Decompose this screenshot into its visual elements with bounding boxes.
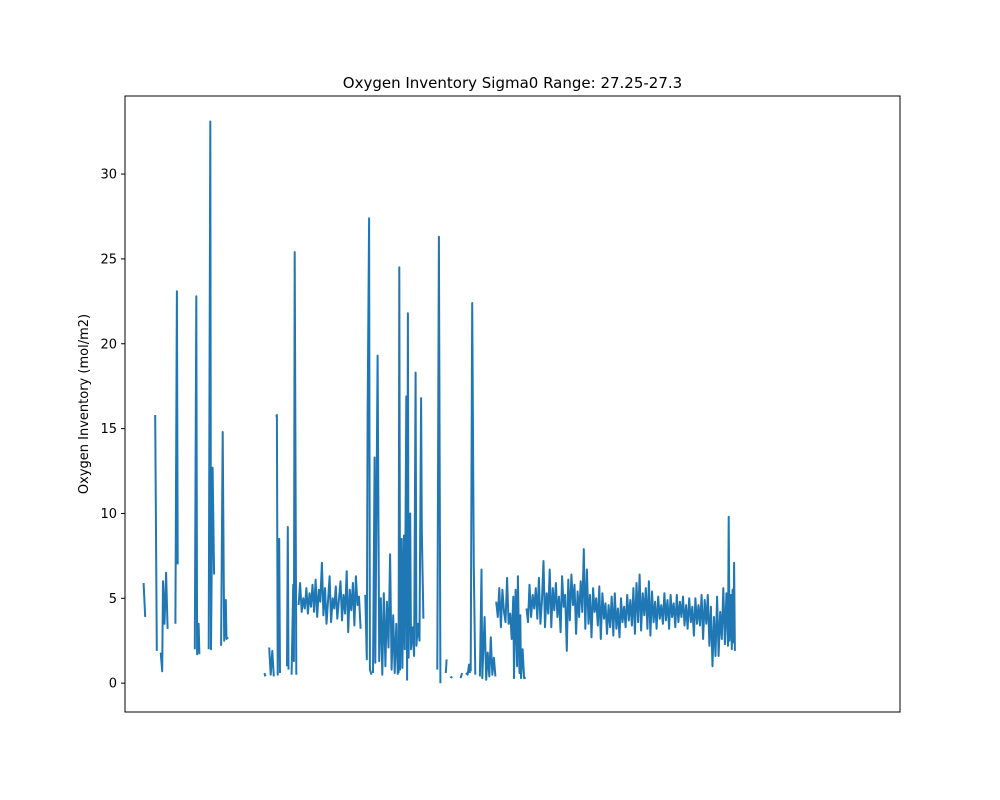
series-line-segment bbox=[465, 663, 471, 676]
series-line-segment bbox=[444, 659, 448, 674]
series-line-segment bbox=[478, 568, 497, 681]
series-line-segment bbox=[449, 675, 453, 679]
series-line-segment bbox=[207, 120, 216, 651]
y-tick-label: 20 bbox=[100, 337, 117, 352]
series-line-segment bbox=[459, 672, 464, 679]
y-tick-label: 0 bbox=[109, 677, 117, 692]
y-tick-label: 30 bbox=[100, 168, 117, 183]
y-tick-label: 5 bbox=[109, 592, 117, 607]
series-line-segment bbox=[469, 302, 477, 675]
series-line-segment bbox=[275, 414, 281, 676]
y-tick-label: 25 bbox=[100, 252, 117, 267]
y-axis-ticks: 0 5 10 15 20 25 30 bbox=[100, 168, 125, 692]
series-line-segment bbox=[290, 251, 298, 675]
series-line-segment bbox=[154, 414, 158, 651]
series-line-segment bbox=[372, 354, 399, 676]
y-tick-label: 10 bbox=[100, 507, 117, 522]
series-line-segment bbox=[364, 217, 373, 675]
y-axis-label: Oxygen Inventory (mol/m2) bbox=[77, 314, 92, 494]
series-line-segment bbox=[142, 582, 147, 618]
series-line-segment bbox=[436, 235, 442, 684]
series-layer bbox=[142, 120, 736, 684]
series-line-segment bbox=[495, 575, 526, 680]
series-line-segment bbox=[286, 526, 290, 670]
y-tick-label: 15 bbox=[100, 422, 117, 437]
series-line-segment bbox=[397, 266, 425, 681]
plot-frame bbox=[124, 95, 901, 713]
series-line-segment bbox=[159, 571, 169, 673]
chart-title: Oxygen Inventory Sigma0 Range: 27.25-27.… bbox=[343, 74, 682, 92]
series-line-segment bbox=[263, 672, 267, 677]
series-line-segment bbox=[220, 431, 229, 646]
series-line-segment bbox=[193, 295, 201, 656]
series-line-segment bbox=[525, 515, 736, 668]
series-line-segment bbox=[297, 561, 362, 634]
series-line-segment bbox=[174, 290, 179, 624]
series-line-segment bbox=[268, 647, 275, 677]
